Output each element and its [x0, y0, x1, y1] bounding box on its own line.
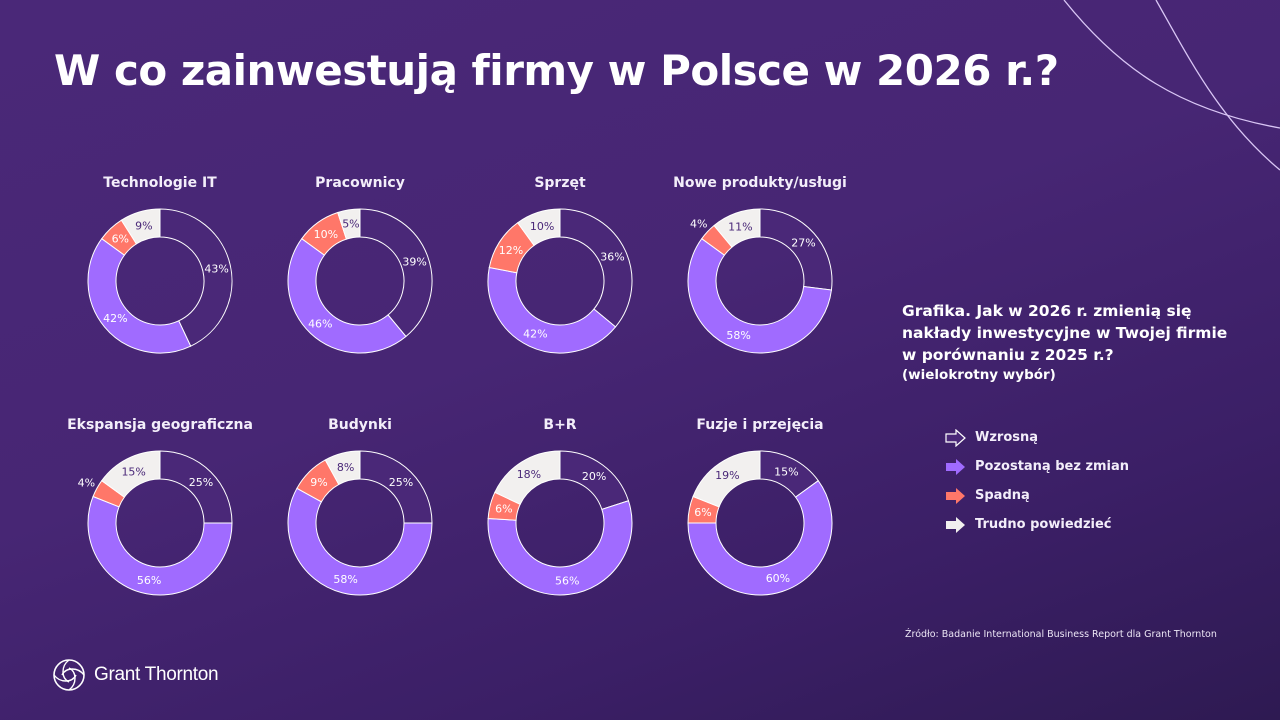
donut-segment [713, 208, 761, 248]
donut-segment [337, 208, 361, 240]
segment-label: 58% [726, 329, 750, 342]
segment-label: 56% [555, 575, 579, 588]
arrow-icon [946, 516, 965, 533]
donut-segment [559, 208, 633, 328]
segment-label: 11% [728, 220, 752, 233]
segment-label: 25% [389, 476, 413, 489]
legend-label: Spadną [975, 488, 1030, 503]
segment-label: 4% [78, 477, 95, 490]
segment-label: 10% [530, 220, 554, 233]
segment-label: 12% [499, 244, 523, 257]
segment-label: 6% [495, 503, 512, 516]
segment-label: 15% [774, 465, 798, 478]
donut-chart: Ekspansja geograficzna 25% 56% 4% 15% [60, 417, 260, 617]
donut-segment [87, 237, 192, 354]
chart-title: Pracownicy [315, 175, 405, 191]
source-note: Źródło: Badanie International Business R… [905, 629, 1217, 640]
donut-segment [487, 266, 617, 354]
segment-label: 6% [694, 506, 711, 519]
logo: Grant Thornton [52, 658, 219, 692]
donut-segment [159, 208, 233, 347]
segment-label: 20% [582, 470, 606, 483]
arrow-outline-icon [945, 428, 966, 447]
legend-label: Trudno powiedzieć [975, 517, 1112, 532]
donut-segment [120, 208, 161, 245]
segment-label: 19% [715, 469, 739, 482]
chart-title: Ekspansja geograficzna [67, 417, 253, 433]
donut-segment [516, 208, 561, 247]
segment-label: 60% [766, 572, 790, 585]
legend-label: Wzrosną [975, 430, 1039, 445]
segment-label: 8% [337, 461, 354, 474]
donut-segment [359, 208, 433, 338]
donut-segment [687, 237, 832, 354]
chart-title: Nowe produkty/usługi [673, 175, 847, 191]
question-text: Grafika. Jak w 2026 r. zmienią się nakła… [902, 302, 1228, 364]
donut-segment [324, 450, 361, 486]
donut-chart: Technologie IT 43% 42% 6% 9% [60, 175, 260, 375]
donut-segment [287, 487, 433, 596]
segment-label: 36% [600, 250, 624, 263]
chart-title: Budynki [328, 417, 392, 433]
donut-segment [101, 450, 161, 498]
chart-title: Technologie IT [103, 175, 217, 191]
arrow-icon [946, 458, 965, 475]
legend-item-pozostana: Pozostaną bez zmian [945, 452, 1129, 481]
grant-thornton-logo-icon [53, 659, 85, 691]
segment-label: 25% [189, 476, 213, 489]
segment-label: 10% [314, 228, 338, 241]
segment-label: 9% [310, 476, 327, 489]
donut-segment [692, 450, 761, 508]
donut-chart: Sprzęt 36% 42% 12% 10% [460, 175, 660, 375]
donut-chart: B+R 20% 56% 6% 18% [460, 417, 660, 617]
logo-text: Grant Thornton [94, 664, 219, 685]
chart-title: B+R [543, 417, 577, 433]
chart-title: Sprzęt [534, 175, 586, 191]
chart-title: Fuzje i przejęcia [696, 417, 824, 433]
donut-chart: Pracownicy 39% 46% 10% 5% [260, 175, 460, 375]
segment-label: 39% [402, 255, 426, 268]
legend-label: Pozostaną bez zmian [975, 459, 1130, 474]
segment-label: 9% [135, 219, 152, 232]
arrow-icon [946, 487, 965, 504]
donut-segment [687, 479, 833, 596]
legend-item-trudno: Trudno powiedzieć [945, 510, 1129, 539]
legend-item-wzrosna: Wzrosną [945, 423, 1129, 452]
segment-label: 18% [517, 468, 541, 481]
donut-chart: Nowe produkty/usługi 27% 58% 4% 11% [660, 175, 860, 375]
segment-label: 5% [342, 218, 359, 231]
legend-item-spadna: Spadną [945, 481, 1129, 510]
segment-label: 46% [308, 317, 332, 330]
donut-segment [487, 500, 633, 596]
donut-segment [87, 495, 233, 596]
question-note: (wielokrotny wybór) [902, 367, 1056, 383]
segment-label: 4% [690, 217, 707, 230]
segment-label: 58% [333, 573, 357, 586]
segment-label: 42% [103, 312, 127, 325]
chart-question: Grafika. Jak w 2026 r. zmienią się nakła… [902, 300, 1242, 384]
segment-label: 6% [112, 233, 129, 246]
donut-segment [287, 237, 407, 354]
donut-chart: Fuzje i przejęcia 15% 60% 6% 19% [660, 417, 860, 617]
segment-label: 43% [204, 262, 228, 275]
legend: Wzrosną Pozostaną bez zmian Spadną Trudn… [945, 423, 1129, 539]
segment-label: 42% [523, 327, 547, 340]
segment-label: 15% [121, 465, 145, 478]
segment-label: 56% [137, 574, 161, 587]
page-title: W co zainwestują firmy w Polsce w 2026 r… [54, 46, 1059, 95]
donut-segment [494, 450, 561, 505]
donut-chart: Budynki 25% 58% 9% 8% [260, 417, 460, 617]
segment-label: 27% [791, 237, 815, 250]
